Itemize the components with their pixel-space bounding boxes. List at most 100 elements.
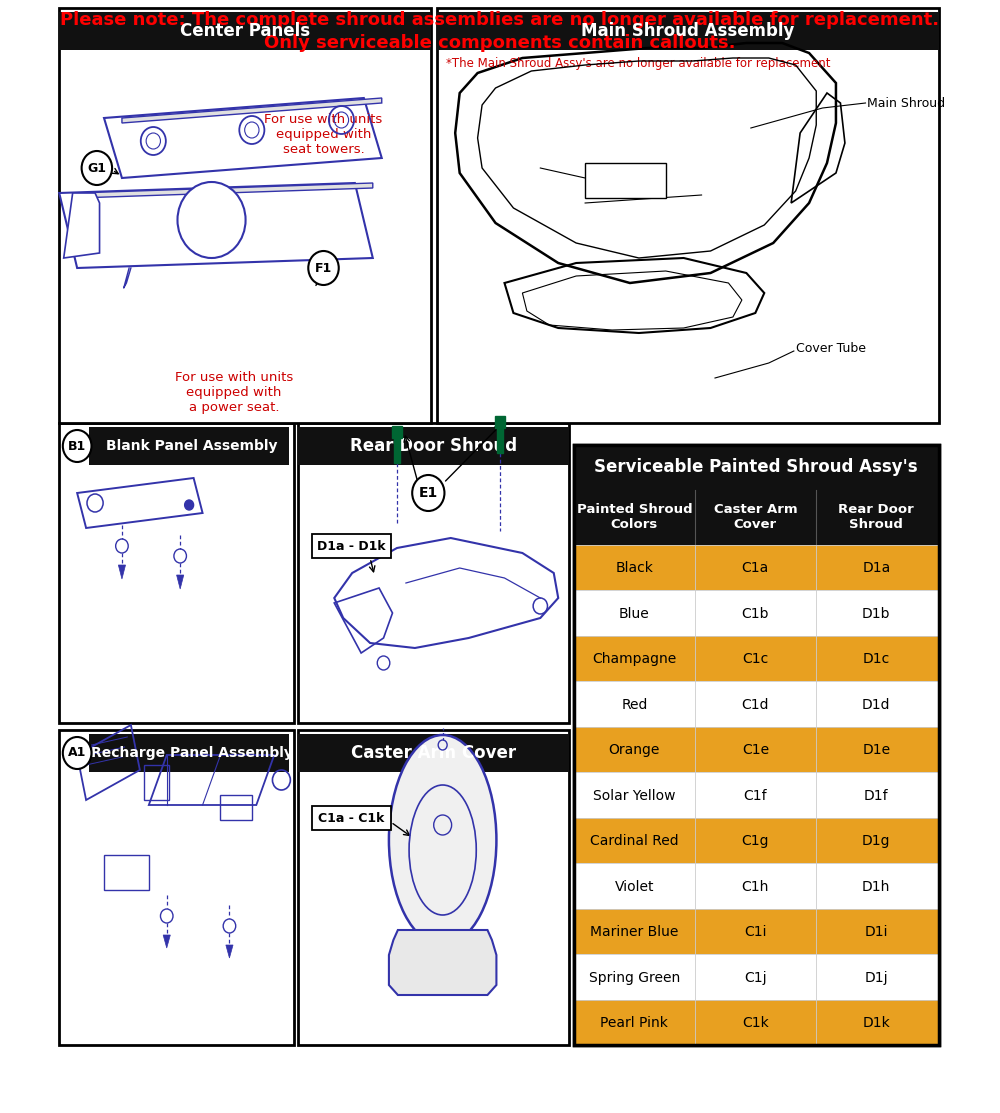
Bar bbox=[585, 162, 666, 198]
Bar bbox=[394, 439, 400, 463]
Polygon shape bbox=[104, 98, 382, 178]
Text: Red: Red bbox=[621, 698, 648, 712]
Circle shape bbox=[177, 183, 246, 258]
Text: C1i: C1i bbox=[744, 925, 767, 939]
Bar bbox=[495, 416, 505, 429]
Bar bbox=[574, 490, 939, 545]
Circle shape bbox=[63, 430, 91, 462]
Bar bbox=[574, 445, 939, 1045]
Bar bbox=[89, 733, 289, 772]
Bar bbox=[574, 954, 939, 999]
Text: D1a: D1a bbox=[862, 561, 890, 575]
Polygon shape bbox=[118, 565, 126, 579]
Text: C1h: C1h bbox=[742, 879, 769, 894]
Bar bbox=[574, 681, 939, 727]
Text: C1f: C1f bbox=[744, 789, 767, 802]
Text: Violet: Violet bbox=[615, 879, 654, 894]
Bar bbox=[437, 12, 939, 50]
Text: C1e: C1e bbox=[742, 743, 769, 757]
Bar bbox=[220, 795, 252, 820]
Text: Pearl Pink: Pearl Pink bbox=[600, 1016, 668, 1030]
Text: C1j: C1j bbox=[744, 971, 767, 985]
Bar bbox=[574, 636, 939, 681]
Text: Blue: Blue bbox=[619, 607, 650, 621]
Bar bbox=[298, 427, 569, 465]
Circle shape bbox=[63, 737, 91, 769]
Text: Cover Tube: Cover Tube bbox=[796, 342, 866, 355]
Text: Main Shroud: Main Shroud bbox=[867, 97, 945, 109]
Bar bbox=[298, 423, 569, 723]
Bar bbox=[437, 8, 939, 423]
Text: D1d: D1d bbox=[862, 698, 891, 712]
Bar bbox=[574, 445, 939, 1045]
Text: Please note: The complete shroud assemblies are no longer available for replacem: Please note: The complete shroud assembl… bbox=[60, 11, 940, 29]
Polygon shape bbox=[64, 193, 100, 258]
Bar bbox=[574, 445, 939, 490]
Text: D1h: D1h bbox=[862, 879, 890, 894]
Bar bbox=[144, 765, 169, 800]
Text: D1g: D1g bbox=[862, 834, 891, 848]
Text: D1e: D1e bbox=[862, 743, 890, 757]
Text: *The Main Shroud Assy's are no longer available for replacement: *The Main Shroud Assy's are no longer av… bbox=[446, 57, 831, 69]
Text: C1k: C1k bbox=[742, 1016, 769, 1030]
Circle shape bbox=[82, 151, 112, 185]
Bar bbox=[392, 426, 402, 439]
Bar bbox=[59, 12, 431, 50]
Text: For use with units
equipped with
a power seat.: For use with units equipped with a power… bbox=[175, 371, 293, 414]
Bar bbox=[497, 429, 503, 453]
Bar bbox=[574, 727, 939, 772]
Text: D1a - D1k: D1a - D1k bbox=[317, 540, 386, 552]
Text: Rear Door
Shroud: Rear Door Shroud bbox=[838, 503, 914, 531]
Text: Rear Door Shroud: Rear Door Shroud bbox=[350, 437, 517, 455]
Text: A1: A1 bbox=[68, 747, 86, 759]
Bar bbox=[59, 423, 294, 723]
Text: C1g: C1g bbox=[742, 834, 769, 848]
Text: Caster Arm
Cover: Caster Arm Cover bbox=[714, 503, 797, 531]
Polygon shape bbox=[59, 183, 373, 268]
Text: Orange: Orange bbox=[609, 743, 660, 757]
Text: Painted Shroud
Colors: Painted Shroud Colors bbox=[577, 503, 692, 531]
Text: Cardinal Red: Cardinal Red bbox=[590, 834, 679, 848]
Text: E1: E1 bbox=[419, 486, 438, 500]
Text: D1k: D1k bbox=[862, 1016, 890, 1030]
Text: Main Shroud Assembly: Main Shroud Assembly bbox=[581, 22, 795, 40]
Bar bbox=[312, 806, 391, 830]
Bar bbox=[104, 855, 149, 890]
Text: D1c: D1c bbox=[863, 652, 890, 667]
Text: D1i: D1i bbox=[865, 925, 888, 939]
Text: Serviceable Painted Shroud Assy's: Serviceable Painted Shroud Assy's bbox=[594, 459, 918, 476]
Text: For use with units
equipped with
seat towers.: For use with units equipped with seat to… bbox=[264, 114, 383, 156]
Bar bbox=[574, 545, 939, 591]
Text: Recharge Panel Assembly: Recharge Panel Assembly bbox=[91, 746, 293, 760]
Text: Spring Green: Spring Green bbox=[589, 971, 680, 985]
Text: D1b: D1b bbox=[862, 607, 891, 621]
Polygon shape bbox=[389, 930, 496, 995]
Text: Mariner Blue: Mariner Blue bbox=[590, 925, 679, 939]
Text: C1a - C1k: C1a - C1k bbox=[318, 811, 384, 825]
Bar bbox=[59, 8, 431, 423]
Text: Black: Black bbox=[615, 561, 653, 575]
Text: C1b: C1b bbox=[742, 607, 769, 621]
Text: Caster Arm Cover: Caster Arm Cover bbox=[351, 743, 516, 762]
Bar bbox=[298, 733, 569, 772]
Text: D1f: D1f bbox=[864, 789, 889, 802]
Polygon shape bbox=[163, 935, 170, 948]
Text: D1j: D1j bbox=[864, 971, 888, 985]
Circle shape bbox=[185, 500, 194, 510]
Circle shape bbox=[308, 252, 339, 285]
Bar bbox=[574, 772, 939, 818]
Bar bbox=[298, 730, 569, 1045]
Bar bbox=[574, 818, 939, 864]
Text: Solar Yellow: Solar Yellow bbox=[593, 789, 676, 802]
Text: Blank Panel Assembly: Blank Panel Assembly bbox=[106, 439, 278, 453]
Bar bbox=[312, 534, 391, 558]
Polygon shape bbox=[77, 183, 373, 198]
Text: C1a: C1a bbox=[742, 561, 769, 575]
Text: C1c: C1c bbox=[742, 652, 768, 667]
Polygon shape bbox=[226, 945, 233, 958]
Bar bbox=[574, 591, 939, 636]
Polygon shape bbox=[177, 575, 184, 589]
Bar bbox=[89, 427, 289, 465]
Polygon shape bbox=[122, 98, 382, 124]
Text: G1: G1 bbox=[87, 161, 106, 175]
